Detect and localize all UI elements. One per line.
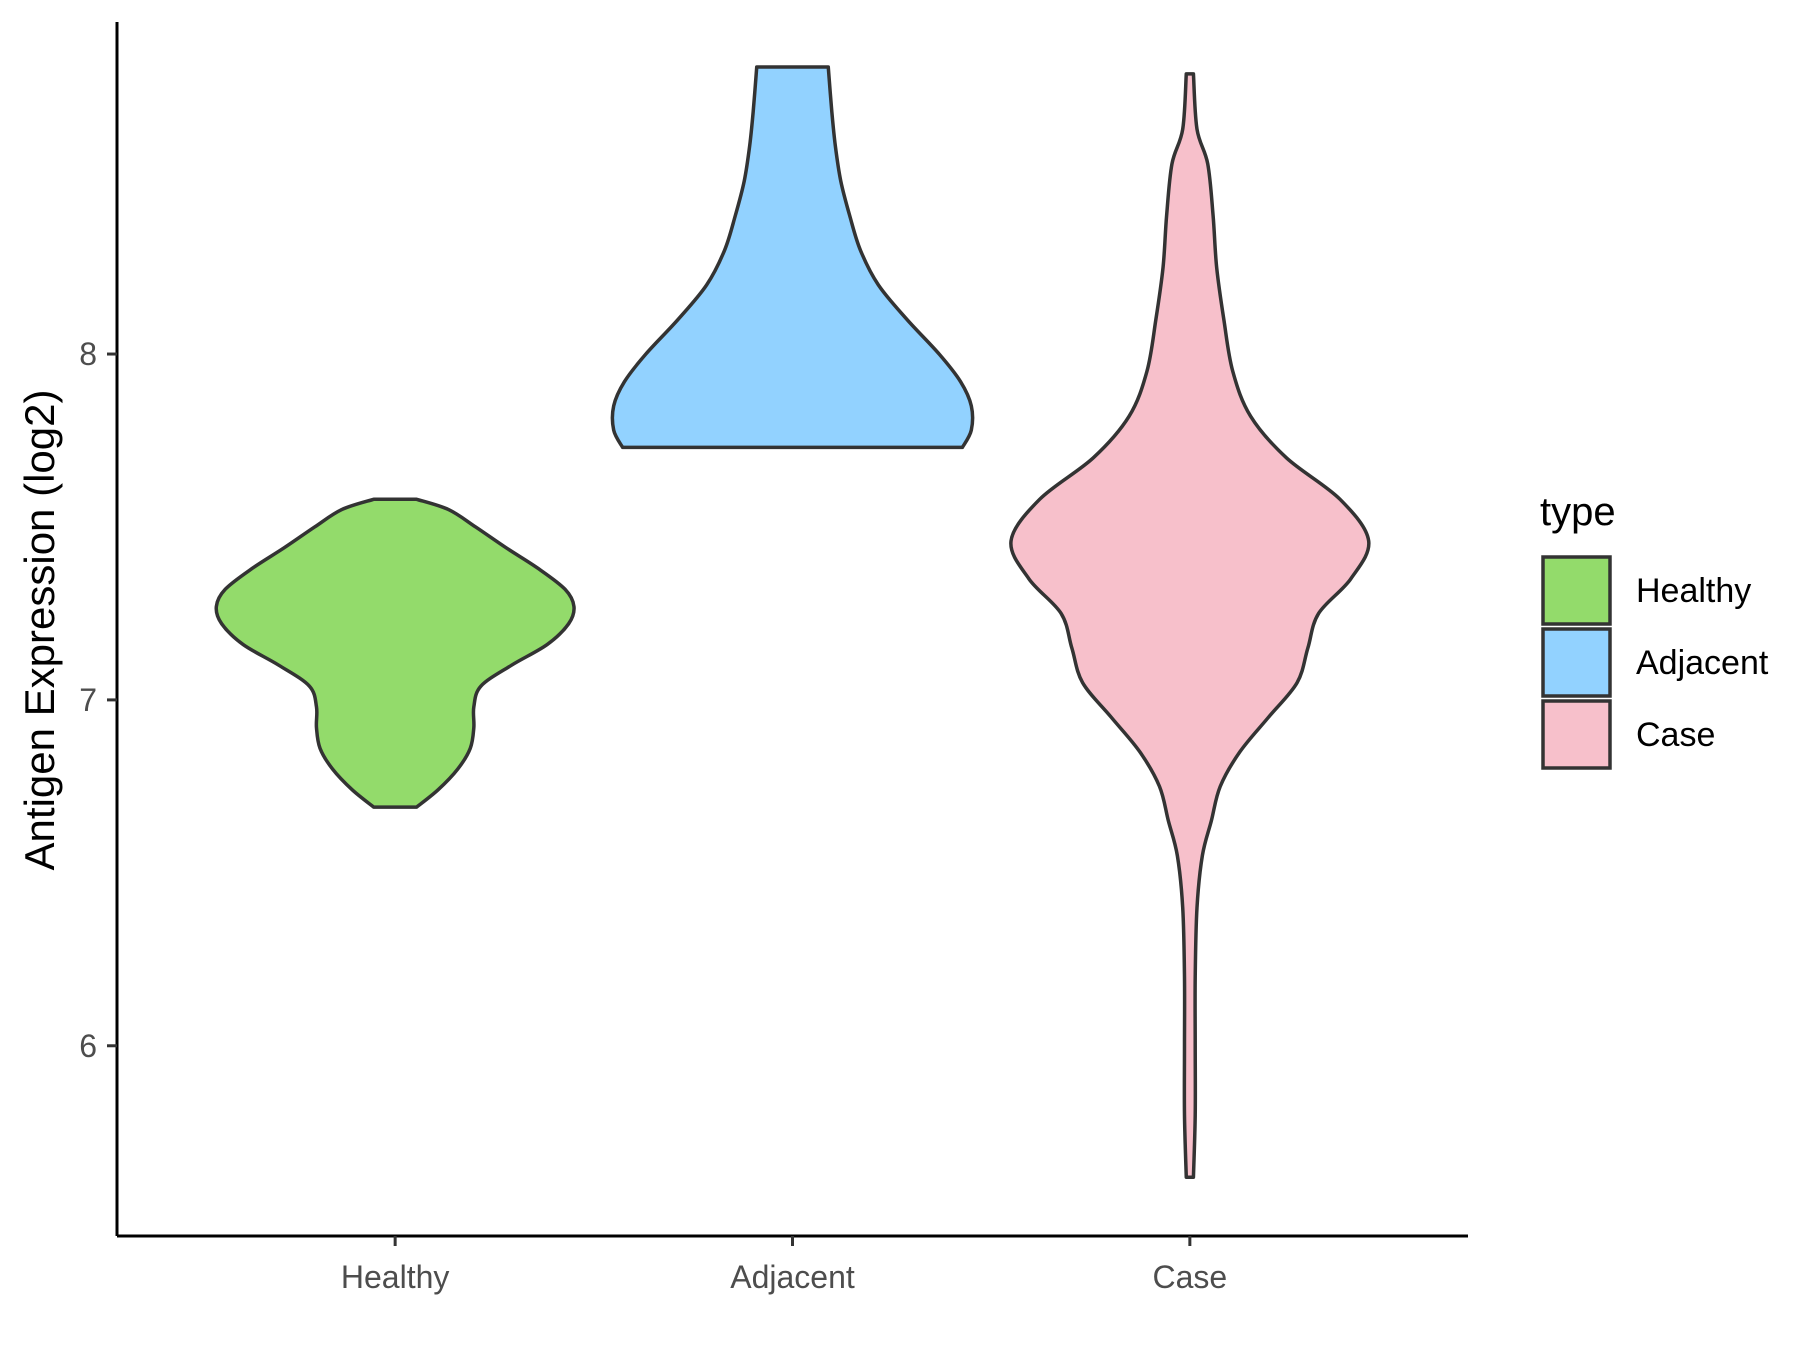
y-axis-ticks: 6 7 8 (79, 336, 117, 1064)
legend-title: type (1540, 490, 1616, 534)
plot-area: 6 7 8 Healthy Adjacent Case (79, 22, 1468, 1295)
x-tick-label-adjacent: Adjacent (730, 1259, 855, 1295)
violin-healthy (214, 497, 576, 809)
legend-items: Healthy Adjacent Case (1541, 555, 1769, 770)
legend-key-case (1541, 699, 1612, 770)
violin-adjacent (610, 65, 975, 450)
legend-label-case: Case (1636, 716, 1715, 754)
y-tick-label-6: 6 (79, 1028, 97, 1064)
y-tick-label-8: 8 (79, 336, 97, 372)
legend: type Healthy Adjacent Case (1540, 490, 1769, 770)
legend-label-healthy: Healthy (1636, 572, 1751, 610)
violin-case (1009, 72, 1371, 1179)
legend-key-healthy (1541, 555, 1612, 626)
y-axis-title: Antigen Expression (log2) (16, 390, 63, 871)
x-tick-label-healthy: Healthy (341, 1259, 450, 1295)
x-tick-label-case: Case (1153, 1259, 1228, 1295)
y-tick-label-7: 7 (79, 682, 97, 718)
legend-label-adjacent: Adjacent (1636, 644, 1769, 682)
legend-key-adjacent (1541, 627, 1612, 698)
violins (214, 65, 1371, 1179)
x-axis-ticks: Healthy Adjacent Case (341, 1236, 1227, 1295)
